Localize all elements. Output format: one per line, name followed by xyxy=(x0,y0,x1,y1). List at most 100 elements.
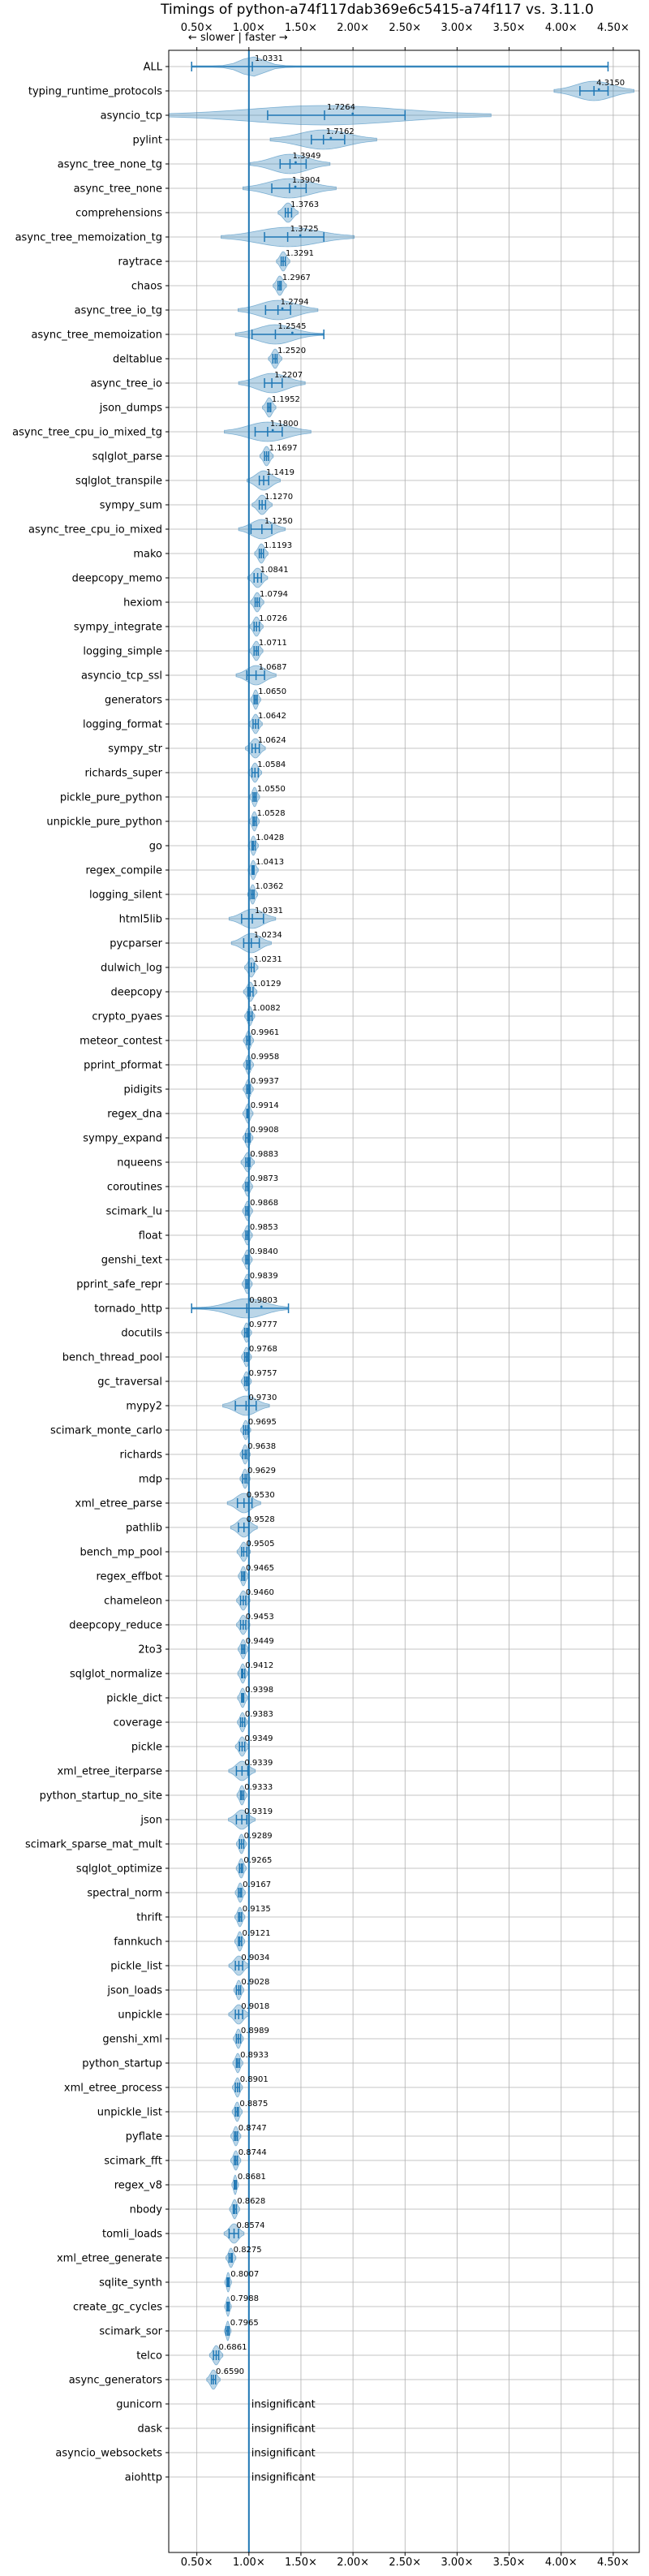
value-label: 0.7988 xyxy=(230,2294,259,2303)
benchmark-marks: 0.8901 xyxy=(232,2075,269,2098)
value-label: 1.0841 xyxy=(260,566,289,575)
value-label: 1.0584 xyxy=(257,760,286,769)
value-label: 0.8875 xyxy=(239,2100,268,2109)
benchmark-label: scimark_sparse_mat_mult xyxy=(25,1839,162,1851)
benchmark-label: fannkuch xyxy=(114,1936,162,1949)
value-label: 0.8747 xyxy=(239,2124,267,2133)
value-label: 0.8681 xyxy=(238,2173,266,2182)
benchmark-label: pprint_safe_repr xyxy=(76,1279,162,1291)
outlier-point xyxy=(597,88,600,91)
benchmark-label: json_dumps xyxy=(99,403,162,415)
value-label: 0.8574 xyxy=(237,2221,265,2230)
benchmark-marks: 1.2545 xyxy=(234,322,324,345)
benchmark-marks: 1.3763 xyxy=(277,200,319,223)
benchmark-label: tomli_loads xyxy=(102,2229,162,2241)
value-label: 0.9289 xyxy=(244,1832,273,1841)
benchmark-label: async_tree_io_tg xyxy=(75,305,162,317)
value-label: 1.0331 xyxy=(255,907,283,915)
benchmark-marks: 1.2207 xyxy=(238,371,306,394)
benchmark-marks: 1.0413 xyxy=(247,858,284,881)
value-label: 1.3949 xyxy=(292,152,320,161)
benchmark-marks: 1.3725 xyxy=(221,225,355,248)
value-label: 0.9319 xyxy=(244,1807,273,1816)
benchmark-marks: 0.8007 xyxy=(224,2270,259,2293)
value-label: 1.1800 xyxy=(270,420,299,429)
benchmark-marks: 0.8681 xyxy=(231,2173,266,2195)
benchmark-label: pickle xyxy=(131,1742,162,1754)
value-label: 0.9460 xyxy=(246,1588,274,1597)
benchmark-label: aiohttp xyxy=(125,2472,162,2484)
benchmark-marks: 0.8747 xyxy=(230,2124,267,2147)
benchmark-marks: 1.0129 xyxy=(243,980,281,1002)
value-label: 0.9868 xyxy=(250,1199,278,1208)
benchmark-marks: 1.0550 xyxy=(249,785,286,808)
x-tick-label-top: 4.00× xyxy=(545,22,578,34)
benchmark-marks: 1.1270 xyxy=(251,493,293,515)
outlier-point xyxy=(281,307,284,310)
benchmark-marks: 0.9958 xyxy=(243,1053,279,1075)
value-label: 1.0362 xyxy=(255,882,283,891)
benchmark-label: deepcopy xyxy=(110,987,162,999)
benchmark-label: pylint xyxy=(132,135,162,147)
benchmark-marks: 0.9028 xyxy=(233,1978,269,2001)
benchmark-marks: 0.9840 xyxy=(242,1247,278,1270)
insignificant-label: insignificant xyxy=(251,2399,316,2411)
benchmark-marks: 1.1800 xyxy=(224,420,312,442)
benchmark-label: sqlite_synth xyxy=(99,2277,162,2290)
x-tick-label-top: 2.00× xyxy=(337,22,369,34)
value-label: 1.0234 xyxy=(254,931,282,940)
benchmark-label: html5lib xyxy=(119,914,162,926)
value-label: 0.6590 xyxy=(216,2367,244,2376)
value-label: 0.6861 xyxy=(219,2343,247,2352)
benchmark-label: sqlglot_normalize xyxy=(70,1669,162,1681)
benchmark-marks: 0.9289 xyxy=(236,1832,273,1854)
x-tick-label-top: 3.00× xyxy=(441,22,474,34)
x-tick-label-bottom: 1.50× xyxy=(285,2557,317,2569)
benchmark-label: xml_etree_parse xyxy=(75,1498,162,1510)
benchmark-label: asyncio_tcp_ssl xyxy=(81,670,162,683)
value-label: 0.9135 xyxy=(243,1905,271,1914)
benchmark-label: pickle_list xyxy=(110,1961,162,1973)
benchmark-label: deepcopy_memo xyxy=(72,573,162,585)
value-label: 4.3150 xyxy=(596,79,625,88)
benchmark-marks: 1.0584 xyxy=(247,760,286,783)
benchmark-marks: 0.9868 xyxy=(242,1199,278,1221)
x-tick-label-top: 1.50× xyxy=(285,22,317,34)
value-label: 1.0711 xyxy=(259,639,287,648)
value-label: 0.9018 xyxy=(241,2002,269,2011)
x-tick-label-top: 1.00× xyxy=(233,22,265,34)
outlier-point xyxy=(351,112,355,115)
value-label: 0.9121 xyxy=(243,1929,271,1938)
benchmark-label: bench_mp_pool xyxy=(80,1547,162,1559)
value-label: 1.7162 xyxy=(326,127,355,136)
benchmark-marks: 0.8574 xyxy=(223,2221,265,2244)
benchmark-label: richards_super xyxy=(84,768,162,780)
x-tick-label-bottom: 4.50× xyxy=(597,2557,630,2569)
x-tick-label-bottom: 2.50× xyxy=(389,2557,421,2569)
benchmark-label: genshi_text xyxy=(101,1255,162,1267)
benchmark-marks: 0.7965 xyxy=(224,2319,259,2341)
benchmark-marks: 0.9908 xyxy=(243,1126,279,1148)
value-label: 0.9339 xyxy=(244,1759,273,1768)
benchmark-marks: 0.9873 xyxy=(242,1174,278,1197)
benchmark-label: regex_v8 xyxy=(114,2180,162,2192)
benchmark-label: sympy_str xyxy=(108,743,162,756)
value-label: 0.9839 xyxy=(250,1272,278,1281)
benchmark-marks: 1.0624 xyxy=(245,736,286,759)
benchmark-label: spectral_norm xyxy=(87,1888,162,1900)
value-label: 0.8989 xyxy=(241,2027,269,2035)
value-label: 1.0528 xyxy=(257,809,286,818)
benchmark-marks: 0.8875 xyxy=(231,2100,268,2122)
benchmark-label: regex_compile xyxy=(85,865,162,877)
value-label: 1.1952 xyxy=(272,395,300,404)
value-label: 0.9265 xyxy=(243,1856,272,1865)
benchmark-label: logging_simple xyxy=(83,646,162,658)
benchmark-label: python_startup xyxy=(82,2058,162,2070)
value-label: 0.9840 xyxy=(250,1247,278,1256)
benchmark-label: sympy_expand xyxy=(83,1133,162,1145)
value-label: 1.0082 xyxy=(252,1004,281,1013)
benchmark-marks: 1.3949 xyxy=(249,152,331,174)
value-label: 1.3291 xyxy=(286,249,314,258)
outlier-point xyxy=(299,234,302,237)
benchmark-label: meteor_contest xyxy=(80,1036,162,1048)
